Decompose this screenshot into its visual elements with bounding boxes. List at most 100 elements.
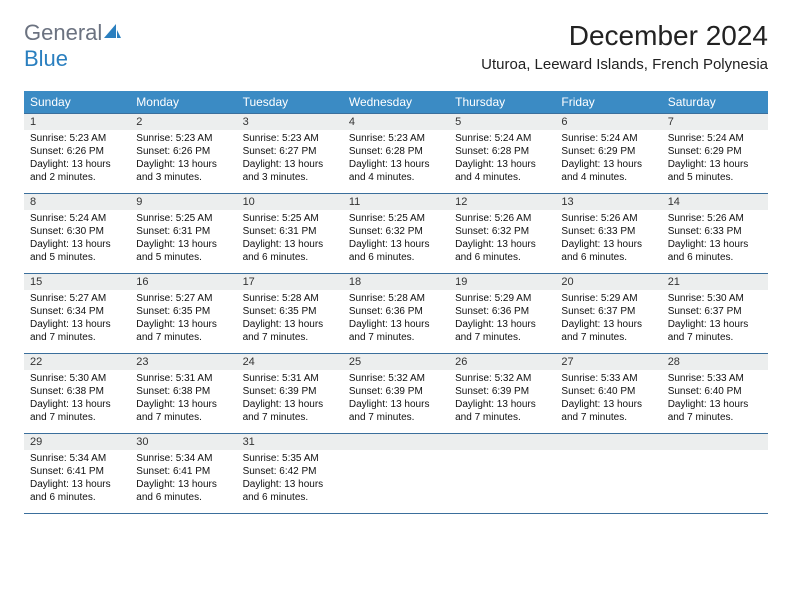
sunset-text: Sunset: 6:38 PM: [136, 385, 230, 398]
daylight-text: Daylight: 13 hours and 6 minutes.: [455, 238, 549, 264]
calendar-cell: 5Sunrise: 5:24 AMSunset: 6:28 PMDaylight…: [449, 114, 555, 194]
sunset-text: Sunset: 6:28 PM: [349, 145, 443, 158]
daylight-text: Daylight: 13 hours and 7 minutes.: [243, 398, 337, 424]
sunrise-text: Sunrise: 5:31 AM: [243, 372, 337, 385]
daylight-text: Daylight: 13 hours and 4 minutes.: [349, 158, 443, 184]
day-details: Sunrise: 5:26 AMSunset: 6:32 PMDaylight:…: [449, 210, 555, 268]
day-header-thu: Thursday: [449, 91, 555, 114]
calendar-cell: [662, 434, 768, 514]
sunrise-text: Sunrise: 5:28 AM: [349, 292, 443, 305]
day-details: Sunrise: 5:34 AMSunset: 6:41 PMDaylight:…: [24, 450, 130, 508]
calendar-cell: 17Sunrise: 5:28 AMSunset: 6:35 PMDayligh…: [237, 274, 343, 354]
day-details: Sunrise: 5:26 AMSunset: 6:33 PMDaylight:…: [555, 210, 661, 268]
sunset-text: Sunset: 6:32 PM: [455, 225, 549, 238]
day-number: 6: [555, 114, 661, 130]
day-number: 20: [555, 274, 661, 290]
calendar-week-row: 1Sunrise: 5:23 AMSunset: 6:26 PMDaylight…: [24, 114, 768, 194]
calendar-cell: [449, 434, 555, 514]
daylight-text: Daylight: 13 hours and 6 minutes.: [349, 238, 443, 264]
sunrise-text: Sunrise: 5:24 AM: [30, 212, 124, 225]
sunrise-text: Sunrise: 5:24 AM: [668, 132, 762, 145]
sunset-text: Sunset: 6:26 PM: [30, 145, 124, 158]
daylight-text: Daylight: 13 hours and 6 minutes.: [561, 238, 655, 264]
daylight-text: Daylight: 13 hours and 5 minutes.: [136, 238, 230, 264]
day-details: Sunrise: 5:29 AMSunset: 6:37 PMDaylight:…: [555, 290, 661, 348]
logo-text-general: General: [24, 20, 102, 45]
sunset-text: Sunset: 6:32 PM: [349, 225, 443, 238]
calendar-cell: 15Sunrise: 5:27 AMSunset: 6:34 PMDayligh…: [24, 274, 130, 354]
daylight-text: Daylight: 13 hours and 3 minutes.: [243, 158, 337, 184]
sunrise-text: Sunrise: 5:27 AM: [136, 292, 230, 305]
sunrise-text: Sunrise: 5:31 AM: [136, 372, 230, 385]
sunrise-text: Sunrise: 5:23 AM: [243, 132, 337, 145]
day-details: Sunrise: 5:31 AMSunset: 6:39 PMDaylight:…: [237, 370, 343, 428]
sunset-text: Sunset: 6:39 PM: [349, 385, 443, 398]
sunrise-text: Sunrise: 5:23 AM: [349, 132, 443, 145]
calendar-cell: 9Sunrise: 5:25 AMSunset: 6:31 PMDaylight…: [130, 194, 236, 274]
sunset-text: Sunset: 6:29 PM: [668, 145, 762, 158]
empty-daynum: [662, 434, 768, 450]
title-block: December 2024 Uturoa, Leeward Islands, F…: [481, 20, 768, 73]
calendar-cell: 29Sunrise: 5:34 AMSunset: 6:41 PMDayligh…: [24, 434, 130, 514]
sunset-text: Sunset: 6:37 PM: [561, 305, 655, 318]
sunset-text: Sunset: 6:37 PM: [668, 305, 762, 318]
daylight-text: Daylight: 13 hours and 6 minutes.: [668, 238, 762, 264]
day-details: Sunrise: 5:23 AMSunset: 6:26 PMDaylight:…: [130, 130, 236, 188]
day-details: Sunrise: 5:24 AMSunset: 6:30 PMDaylight:…: [24, 210, 130, 268]
day-number: 26: [449, 354, 555, 370]
calendar-cell: 8Sunrise: 5:24 AMSunset: 6:30 PMDaylight…: [24, 194, 130, 274]
sunset-text: Sunset: 6:31 PM: [136, 225, 230, 238]
day-number: 13: [555, 194, 661, 210]
day-details: Sunrise: 5:24 AMSunset: 6:29 PMDaylight:…: [555, 130, 661, 188]
daylight-text: Daylight: 13 hours and 5 minutes.: [30, 238, 124, 264]
empty-body: [662, 450, 768, 500]
calendar-cell: 7Sunrise: 5:24 AMSunset: 6:29 PMDaylight…: [662, 114, 768, 194]
sunset-text: Sunset: 6:29 PM: [561, 145, 655, 158]
calendar-cell: 31Sunrise: 5:35 AMSunset: 6:42 PMDayligh…: [237, 434, 343, 514]
calendar-cell: 28Sunrise: 5:33 AMSunset: 6:40 PMDayligh…: [662, 354, 768, 434]
calendar-cell: 11Sunrise: 5:25 AMSunset: 6:32 PMDayligh…: [343, 194, 449, 274]
sunrise-text: Sunrise: 5:24 AM: [455, 132, 549, 145]
day-number: 19: [449, 274, 555, 290]
daylight-text: Daylight: 13 hours and 3 minutes.: [136, 158, 230, 184]
day-header-fri: Friday: [555, 91, 661, 114]
sunrise-text: Sunrise: 5:34 AM: [30, 452, 124, 465]
empty-body: [343, 450, 449, 500]
day-number: 23: [130, 354, 236, 370]
calendar-cell: 10Sunrise: 5:25 AMSunset: 6:31 PMDayligh…: [237, 194, 343, 274]
day-details: Sunrise: 5:23 AMSunset: 6:28 PMDaylight:…: [343, 130, 449, 188]
sunset-text: Sunset: 6:31 PM: [243, 225, 337, 238]
logo: General Blue: [24, 20, 122, 72]
page-header: General Blue December 2024 Uturoa, Leewa…: [24, 20, 768, 73]
day-details: Sunrise: 5:30 AMSunset: 6:38 PMDaylight:…: [24, 370, 130, 428]
daylight-text: Daylight: 13 hours and 7 minutes.: [455, 318, 549, 344]
sunrise-text: Sunrise: 5:29 AM: [455, 292, 549, 305]
daylight-text: Daylight: 13 hours and 7 minutes.: [561, 398, 655, 424]
calendar-cell: 16Sunrise: 5:27 AMSunset: 6:35 PMDayligh…: [130, 274, 236, 354]
day-number: 5: [449, 114, 555, 130]
day-number: 11: [343, 194, 449, 210]
daylight-text: Daylight: 13 hours and 6 minutes.: [136, 478, 230, 504]
daylight-text: Daylight: 13 hours and 7 minutes.: [136, 318, 230, 344]
day-number: 8: [24, 194, 130, 210]
day-details: Sunrise: 5:30 AMSunset: 6:37 PMDaylight:…: [662, 290, 768, 348]
day-details: Sunrise: 5:29 AMSunset: 6:36 PMDaylight:…: [449, 290, 555, 348]
calendar-cell: 22Sunrise: 5:30 AMSunset: 6:38 PMDayligh…: [24, 354, 130, 434]
day-number: 31: [237, 434, 343, 450]
day-header-sat: Saturday: [662, 91, 768, 114]
daylight-text: Daylight: 13 hours and 7 minutes.: [668, 398, 762, 424]
day-details: Sunrise: 5:25 AMSunset: 6:31 PMDaylight:…: [130, 210, 236, 268]
logo-text-blue: Blue: [24, 46, 68, 71]
day-details: Sunrise: 5:23 AMSunset: 6:27 PMDaylight:…: [237, 130, 343, 188]
day-details: Sunrise: 5:33 AMSunset: 6:40 PMDaylight:…: [662, 370, 768, 428]
day-details: Sunrise: 5:34 AMSunset: 6:41 PMDaylight:…: [130, 450, 236, 508]
sunset-text: Sunset: 6:40 PM: [561, 385, 655, 398]
day-number: 24: [237, 354, 343, 370]
day-header-sun: Sunday: [24, 91, 130, 114]
sunset-text: Sunset: 6:30 PM: [30, 225, 124, 238]
day-number: 22: [24, 354, 130, 370]
sunset-text: Sunset: 6:34 PM: [30, 305, 124, 318]
sunrise-text: Sunrise: 5:33 AM: [561, 372, 655, 385]
empty-body: [555, 450, 661, 500]
sunrise-text: Sunrise: 5:23 AM: [30, 132, 124, 145]
